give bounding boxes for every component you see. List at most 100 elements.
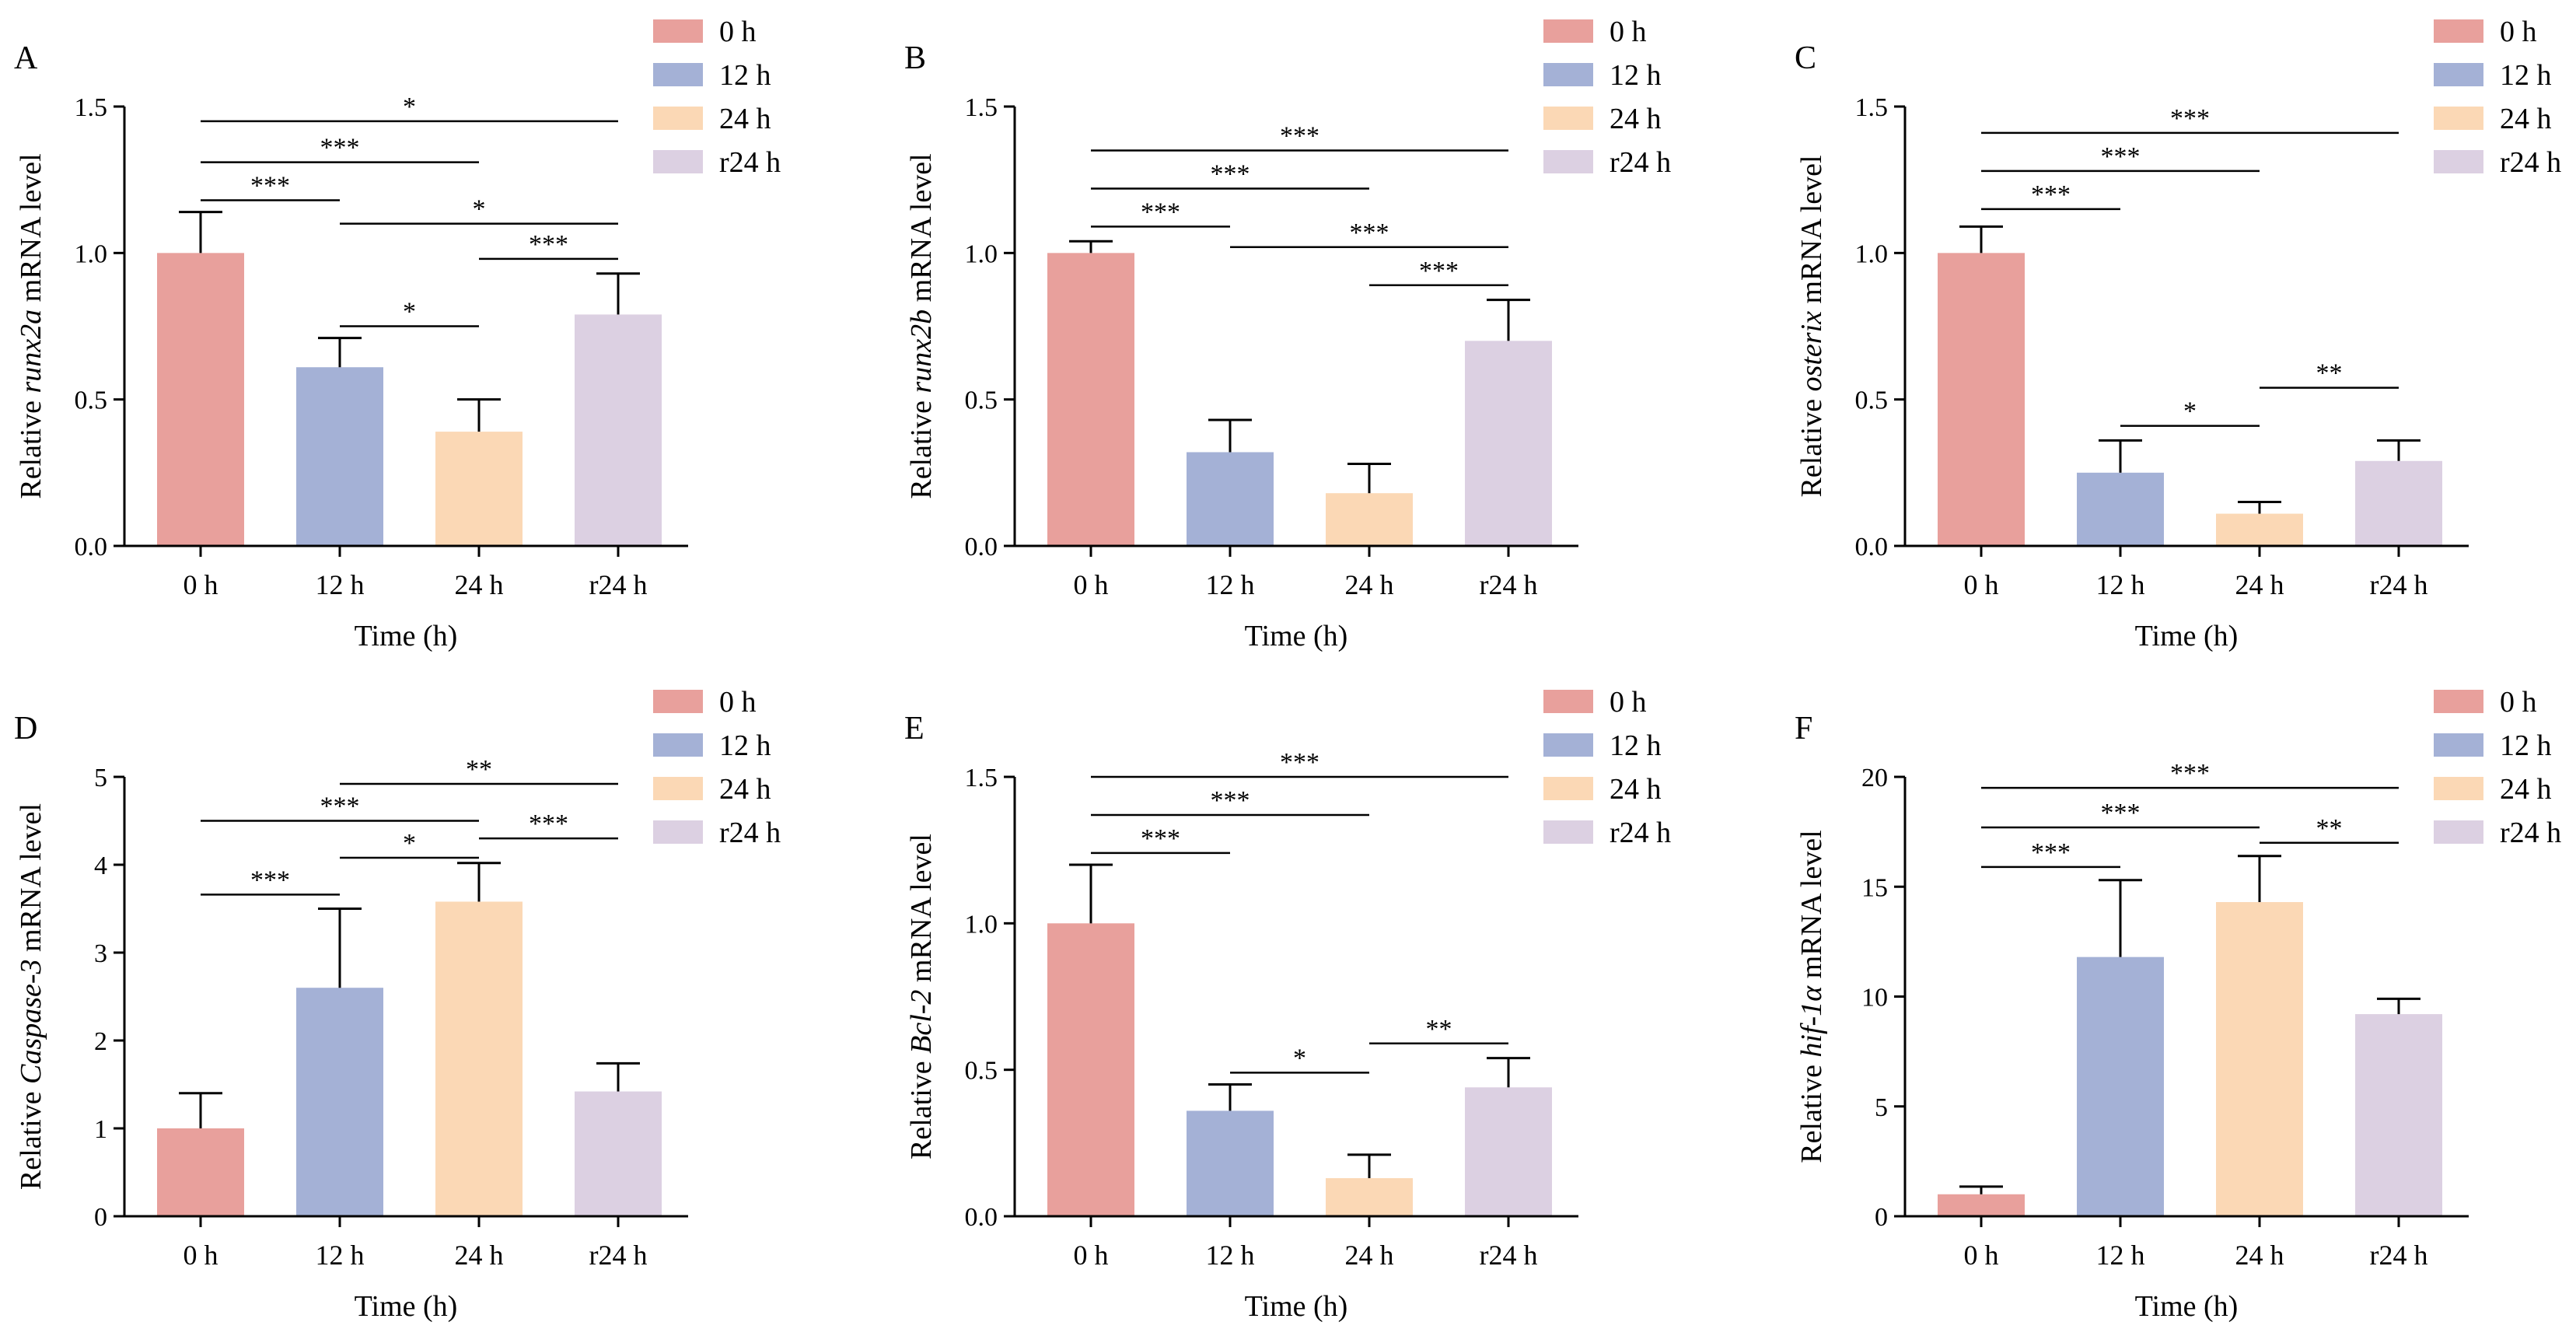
significance-label: ***: [2170, 759, 2210, 788]
significance-label: ***: [2170, 104, 2210, 133]
x-tick-label: 24 h: [2235, 569, 2284, 600]
x-tick-label: 12 h: [316, 569, 365, 600]
significance-label: ***: [1141, 824, 1180, 853]
y-axis-title-suffix: mRNA level: [15, 153, 47, 310]
y-axis-title: Relative osterix mRNA level: [1795, 155, 1828, 497]
bar: [1047, 253, 1134, 546]
legend-swatch: [653, 107, 703, 130]
y-tick-label: 0.0: [965, 1203, 998, 1232]
legend-label: 24 h: [2500, 773, 2552, 806]
x-axis-title: Time (h): [2135, 1290, 2239, 1323]
legend-label: 24 h: [719, 773, 771, 806]
x-tick-label: 24 h: [455, 1240, 504, 1271]
legend-label: 0 h: [719, 16, 757, 48]
chart-panel-f: F 0 5 10 15 20 0 h 12 h 24 h r24 h Time (h) Relativ…: [1795, 686, 2561, 1323]
x-tick-label: 12 h: [316, 1240, 365, 1271]
significance-label: ***: [1419, 257, 1459, 285]
legend-swatch: [653, 777, 703, 800]
significance-label: ***: [250, 866, 290, 894]
chart-panel-d: D 0 1 2 3 4 5 0 h 12 h 24 h r24 h Time (h) Relative …: [14, 686, 781, 1323]
y-axis-title: Relative Caspase-3 mRNA level: [15, 803, 47, 1190]
x-tick-label: r24 h: [2370, 569, 2428, 600]
x-tick-label: 12 h: [2096, 1240, 2145, 1271]
legend-label: 0 h: [1610, 16, 1647, 48]
legend-label: 0 h: [1610, 686, 1647, 719]
x-tick-label: r24 h: [589, 569, 648, 600]
y-tick-label: 2: [94, 1027, 107, 1056]
bar: [1047, 923, 1134, 1216]
x-tick-label: r24 h: [1480, 1240, 1538, 1271]
panel-label: F: [1795, 711, 1812, 747]
x-axis-title: Time (h): [355, 620, 458, 652]
legend-label: 24 h: [1610, 103, 1662, 135]
significance-label: ***: [1211, 786, 1250, 815]
significance-label: ***: [250, 172, 290, 201]
y-tick-label: 1.5: [75, 93, 108, 122]
significance-label: ***: [1280, 122, 1319, 151]
y-tick-label: 15: [1861, 873, 1888, 902]
y-tick-label: 0.5: [75, 386, 108, 415]
x-tick-label: 24 h: [2235, 1240, 2284, 1271]
x-tick-label: r24 h: [2370, 1240, 2428, 1271]
legend-swatch: [2434, 19, 2483, 43]
significance-label: *: [403, 298, 416, 327]
y-axis-title-suffix: mRNA level: [1795, 155, 1828, 311]
legend-label: r24 h: [2500, 146, 2561, 179]
legend-label: 0 h: [719, 686, 757, 719]
y-axis-title-suffix: mRNA level: [1795, 830, 1828, 986]
legend-swatch: [653, 690, 703, 713]
y-tick-label: 1.0: [965, 910, 998, 939]
y-tick-label: 1.0: [965, 240, 998, 268]
x-tick-label: 12 h: [1206, 1240, 1255, 1271]
y-tick-label: 1.0: [1855, 240, 1889, 268]
legend-label: 24 h: [1610, 773, 1662, 806]
y-tick-label: 0.0: [75, 533, 108, 561]
legend-label: 0 h: [2500, 16, 2537, 48]
significance-label: *: [403, 829, 416, 858]
x-tick-label: 12 h: [2096, 569, 2145, 600]
legend-swatch: [1543, 150, 1593, 173]
significance-label: ***: [320, 792, 360, 821]
panel-label: E: [904, 711, 924, 747]
legend-label: r24 h: [2500, 817, 2561, 849]
y-tick-label: 1.5: [965, 764, 998, 792]
x-tick-label: 0 h: [1074, 569, 1109, 600]
bar: [1465, 1087, 1552, 1216]
y-axis-title: Relative runx2b mRNA level: [905, 153, 938, 498]
bar: [2355, 1014, 2442, 1216]
significance-label: **: [2316, 359, 2343, 388]
significance-label: **: [2316, 814, 2343, 843]
legend-swatch: [653, 820, 703, 844]
x-axis-title: Time (h): [2135, 620, 2239, 652]
bar: [575, 1091, 662, 1216]
legend-label: 12 h: [719, 729, 771, 762]
legend-label: 12 h: [1610, 59, 1662, 92]
legend-swatch: [1543, 107, 1593, 130]
bar: [1326, 1178, 1413, 1216]
y-axis-title-gene: Bcl-2: [905, 990, 938, 1054]
y-axis-title-prefix: Relative: [15, 393, 47, 499]
legend-swatch: [1543, 63, 1593, 86]
chart-panel-e: E 0.0 0.5 1.0 1.5 0 h 12 h 24 h r24 h Time (h) Rel…: [904, 686, 1671, 1323]
significance-label: *: [2183, 397, 2197, 426]
y-tick-label: 0: [1875, 1203, 1888, 1232]
y-axis-title-gene: runx2b: [905, 310, 938, 393]
bar: [157, 1128, 244, 1216]
legend-swatch: [1543, 820, 1593, 844]
y-axis-title: Relative hif-1α mRNA level: [1795, 830, 1828, 1163]
legend-swatch: [1543, 777, 1593, 800]
y-tick-label: 1.5: [1855, 93, 1889, 122]
significance-label: ***: [2031, 180, 2071, 209]
legend-swatch: [2434, 820, 2483, 844]
panel-label: C: [1795, 40, 1816, 76]
significance-label: ***: [2101, 142, 2141, 171]
legend-swatch: [2434, 690, 2483, 713]
bar: [435, 432, 523, 546]
x-tick-label: 0 h: [184, 1240, 218, 1271]
chart-panels: A 0.0 0.5 1.0 1.5 0 h 12 h 24 h r24 h Time (h) Rel…: [14, 16, 2561, 1323]
bar: [1187, 1110, 1274, 1216]
legend-label: r24 h: [719, 817, 781, 849]
significance-label: ***: [529, 230, 568, 259]
y-axis-title-gene: runx2a: [15, 310, 47, 393]
legend-swatch: [653, 733, 703, 757]
